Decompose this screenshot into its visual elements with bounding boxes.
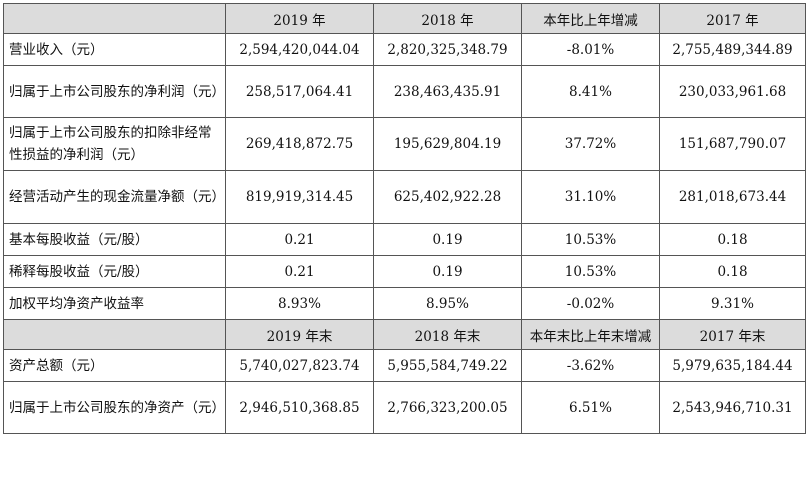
value-2017: 5,979,635,184.44 [659, 349, 806, 382]
table-row-basic-eps: 基本每股收益（元/股） 0.21 0.19 10.53% 0.18 [3, 223, 806, 256]
table-row-net-profit: 归属于上市公司股东的净利润（元） 258,517,064.41 238,463,… [3, 65, 806, 118]
table-row-total-assets: 资产总额（元） 5,740,027,823.74 5,955,584,749.2… [3, 349, 806, 382]
value-change: 31.10% [521, 170, 660, 224]
financial-summary-table: 2019 年 2018 年 本年比上年增减 2017 年 营业收入（元） 2,5… [3, 3, 806, 434]
value-2018: 238,463,435.91 [373, 65, 522, 118]
value-2017: 0.18 [659, 223, 806, 256]
row-label: 营业收入（元） [3, 33, 226, 66]
value-2017: 230,033,961.68 [659, 65, 806, 118]
value-2017: 9.31% [659, 287, 806, 320]
value-change: 37.72% [521, 117, 660, 171]
value-change: -8.01% [521, 33, 660, 66]
value-change: 6.51% [521, 381, 660, 434]
value-2017: 281,018,673.44 [659, 170, 806, 224]
table-header-row: 2019 年 2018 年 本年比上年增减 2017 年 [3, 3, 806, 34]
header-cell-2018: 2018 年 [373, 3, 522, 34]
header-cell-yoy-change: 本年比上年增减 [521, 3, 660, 34]
table-row-revenue: 营业收入（元） 2,594,420,044.04 2,820,325,348.7… [3, 33, 806, 66]
table-row-roe: 加权平均净资产收益率 8.93% 8.95% -0.02% 9.31% [3, 287, 806, 320]
table-header-row-year-end: 2019 年末 2018 年末 本年末比上年末增减 2017 年末 [3, 319, 806, 350]
header-cell-2017: 2017 年 [659, 3, 806, 34]
row-label: 归属于上市公司股东的净资产（元） [3, 381, 226, 434]
table-row-diluted-eps: 稀释每股收益（元/股） 0.21 0.19 10.53% 0.18 [3, 255, 806, 288]
value-2017: 2,755,489,344.89 [659, 33, 806, 66]
value-2017: 2,543,946,710.31 [659, 381, 806, 434]
row-label: 归属于上市公司股东的净利润（元） [3, 65, 226, 118]
value-2018: 2,820,325,348.79 [373, 33, 522, 66]
row-label: 资产总额（元） [3, 349, 226, 382]
value-2019: 269,418,872.75 [225, 117, 374, 171]
row-label: 基本每股收益（元/股） [3, 223, 226, 256]
row-label: 稀释每股收益（元/股） [3, 255, 226, 288]
header-cell-empty [3, 3, 226, 34]
value-change: 10.53% [521, 255, 660, 288]
value-2018: 195,629,804.19 [373, 117, 522, 171]
row-label: 归属于上市公司股东的扣除非经常性损益的净利润（元） [3, 117, 226, 171]
value-2018: 8.95% [373, 287, 522, 320]
header-cell-2017-end: 2017 年末 [659, 319, 806, 350]
value-2019: 2,946,510,368.85 [225, 381, 374, 434]
table-row-net-assets: 归属于上市公司股东的净资产（元） 2,946,510,368.85 2,766,… [3, 381, 806, 434]
value-2018: 0.19 [373, 255, 522, 288]
value-change: -0.02% [521, 287, 660, 320]
value-2018: 625,402,922.28 [373, 170, 522, 224]
row-label: 经营活动产生的现金流量净额（元） [3, 170, 226, 224]
value-2018: 2,766,323,200.05 [373, 381, 522, 434]
value-2019: 258,517,064.41 [225, 65, 374, 118]
header-cell-empty [3, 319, 226, 350]
row-label: 加权平均净资产收益率 [3, 287, 226, 320]
value-change: -3.62% [521, 349, 660, 382]
value-2018: 0.19 [373, 223, 522, 256]
header-cell-2018-end: 2018 年末 [373, 319, 522, 350]
header-cell-2019-end: 2019 年末 [225, 319, 374, 350]
value-2019: 0.21 [225, 255, 374, 288]
value-2017: 0.18 [659, 255, 806, 288]
header-cell-2019: 2019 年 [225, 3, 374, 34]
value-2019: 2,594,420,044.04 [225, 33, 374, 66]
table-row-net-profit-deducted: 归属于上市公司股东的扣除非经常性损益的净利润（元） 269,418,872.75… [3, 117, 806, 171]
value-change: 8.41% [521, 65, 660, 118]
value-2019: 5,740,027,823.74 [225, 349, 374, 382]
value-2018: 5,955,584,749.22 [373, 349, 522, 382]
value-2019: 0.21 [225, 223, 374, 256]
value-2019: 8.93% [225, 287, 374, 320]
value-2019: 819,919,314.45 [225, 170, 374, 224]
value-change: 10.53% [521, 223, 660, 256]
header-cell-yoy-change-end: 本年末比上年末增减 [521, 319, 660, 350]
value-2017: 151,687,790.07 [659, 117, 806, 171]
table-row-operating-cash-flow: 经营活动产生的现金流量净额（元） 819,919,314.45 625,402,… [3, 170, 806, 224]
